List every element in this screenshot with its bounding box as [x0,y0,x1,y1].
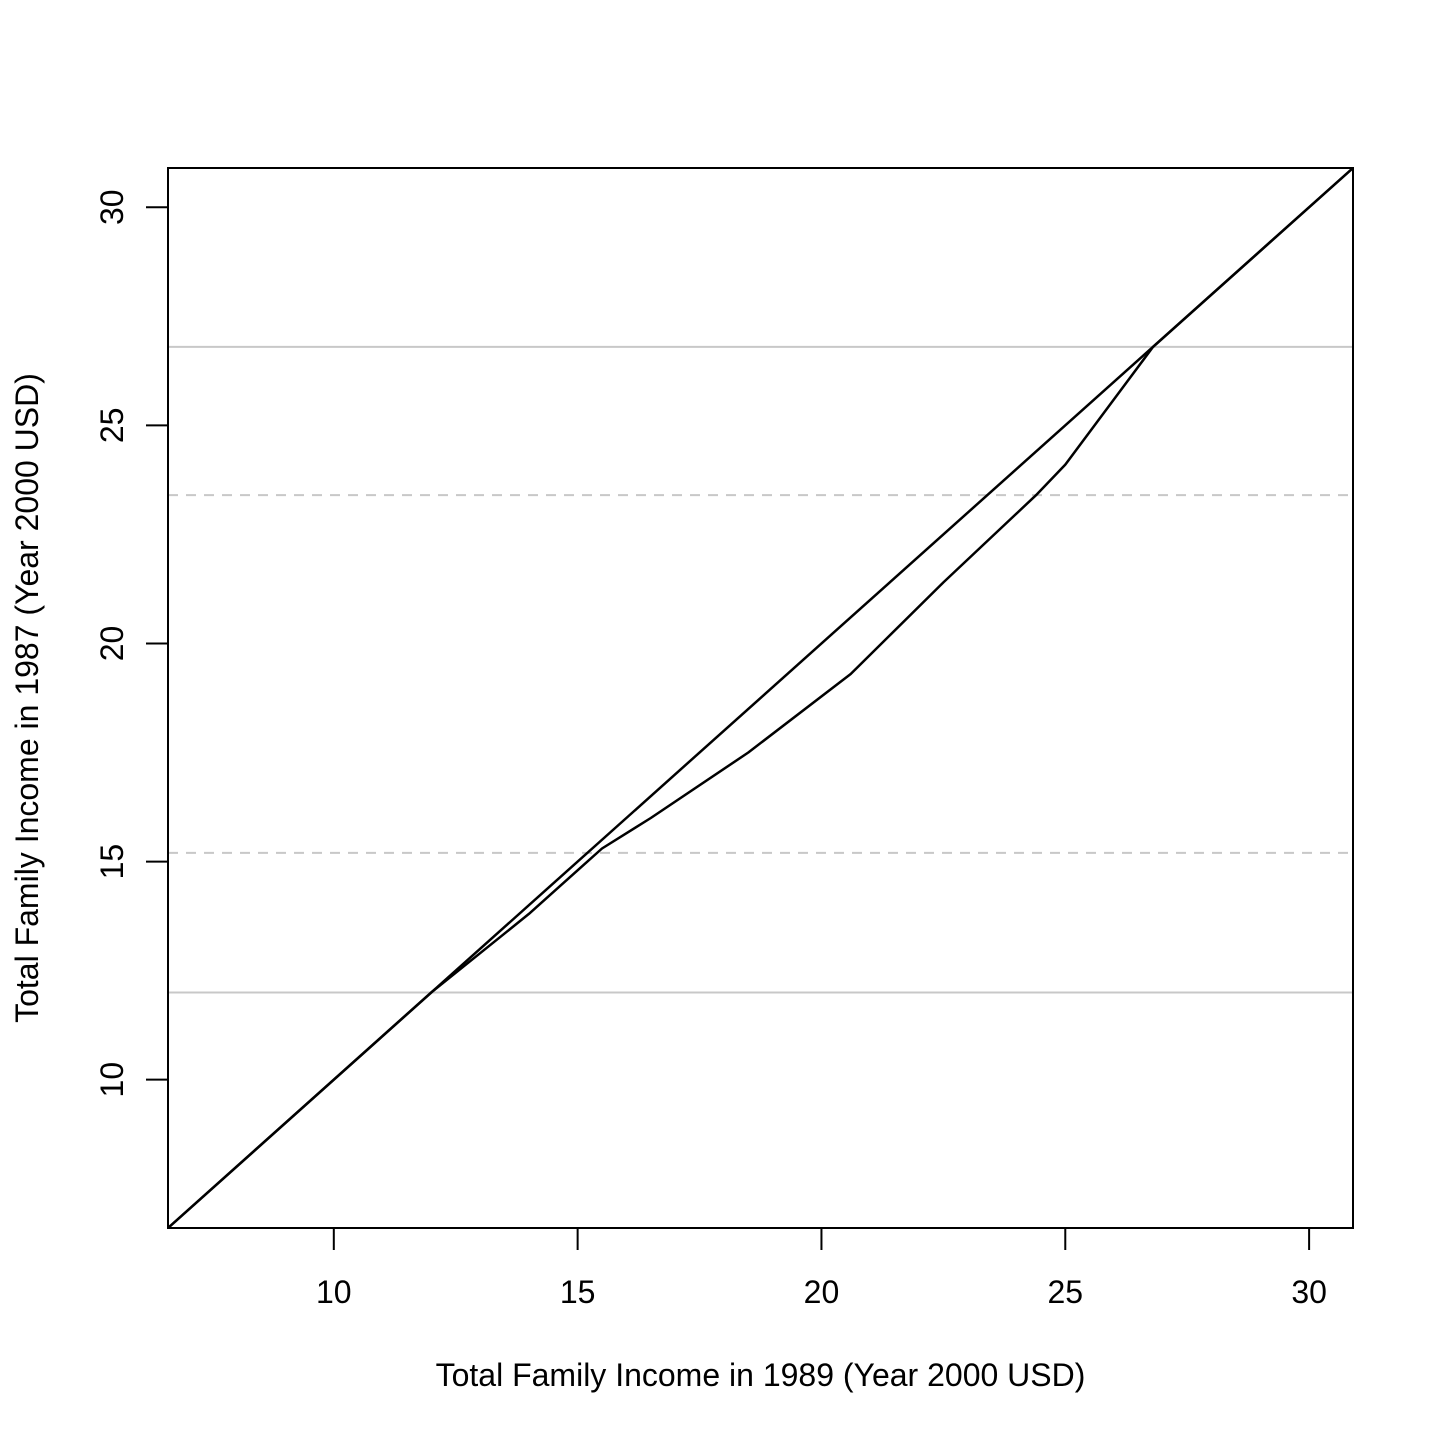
y-axis-title: Total Family Income in 1987 (Year 2000 U… [9,373,45,1023]
y-tick-label: 25 [94,408,130,444]
y-tick-label: 10 [94,1062,130,1098]
y-tick-label: 15 [94,844,130,880]
y-axis: 10 15 20 25 30 [94,189,169,1098]
reference-lines [168,345,1353,994]
x-tick-label: 10 [316,1274,352,1310]
x-tick-label: 25 [1047,1274,1083,1310]
y-tick-label: 20 [94,626,130,662]
series-lines [167,167,1354,1229]
x-axis-title: Total Family Income in 1989 (Year 2000 U… [436,1357,1086,1393]
x-tick-label: 30 [1291,1274,1327,1310]
x-tick-label: 20 [804,1274,840,1310]
x-axis: 10 15 20 25 30 [316,1227,1327,1310]
series-line-2 [167,167,1354,1229]
x-tick-label: 15 [560,1274,596,1310]
y-tick-label: 30 [94,189,130,225]
